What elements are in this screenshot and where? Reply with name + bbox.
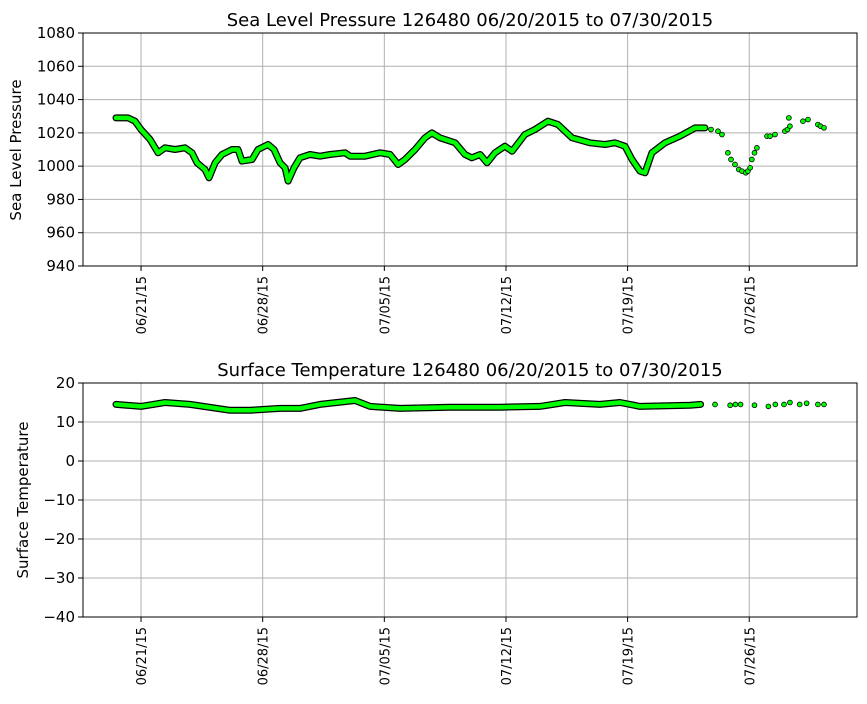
y-tick-label: 0 <box>65 452 75 470</box>
y-tick-label: 980 <box>46 190 75 208</box>
data-point <box>712 401 718 408</box>
x-tick-label: 07/05/15 <box>378 627 393 685</box>
y-tick-label: 1020 <box>37 124 75 142</box>
data-point <box>754 145 760 151</box>
data-point <box>800 118 806 125</box>
x-tick-label: 06/21/15 <box>135 627 150 685</box>
x-tick-label: 07/26/15 <box>743 276 758 334</box>
pressure-plot: Sea Level Pressure 126480 06/20/2015 to … <box>7 10 858 334</box>
x-tick-label: 07/26/15 <box>743 627 758 685</box>
data-point <box>767 133 773 139</box>
x-tick-label: 06/21/15 <box>135 276 150 334</box>
data-point <box>787 399 793 406</box>
x-tick-label: 06/28/15 <box>257 276 272 334</box>
x-tick-label: 07/19/15 <box>622 276 637 334</box>
pressure-title: Sea Level Pressure 126480 06/20/2015 to … <box>227 10 714 31</box>
x-tick-label: 07/19/15 <box>622 627 637 685</box>
y-tick-label: −20 <box>43 530 75 548</box>
data-point <box>732 401 739 408</box>
data-point <box>796 401 803 408</box>
data-point <box>732 161 738 168</box>
data-point <box>728 156 734 163</box>
x-tick-label: 07/12/15 <box>500 276 515 334</box>
data-point <box>787 123 793 129</box>
data-point <box>803 400 810 407</box>
y-tick-label: −30 <box>43 569 75 587</box>
data-point <box>725 150 731 156</box>
data-point <box>765 403 772 410</box>
axes-frame <box>82 32 858 267</box>
data-point <box>751 402 758 409</box>
data-point <box>815 401 821 408</box>
data-point <box>786 115 792 121</box>
data-point <box>772 131 778 138</box>
y-tick-label: 960 <box>46 224 75 242</box>
data-point <box>747 165 753 171</box>
data-point <box>805 116 811 123</box>
y-tick-label: 10 <box>56 413 75 431</box>
y-tick-label: 940 <box>46 257 75 275</box>
x-tick-label: 07/12/15 <box>500 627 515 685</box>
temperature-ylabel: Surface Temperature <box>14 422 32 579</box>
temperature-plot: Surface Temperature 126480 06/20/2015 to… <box>14 360 858 685</box>
x-tick-label: 06/28/15 <box>257 627 272 685</box>
data-point <box>715 128 721 134</box>
x-tick-label: 07/05/15 <box>378 276 393 334</box>
y-tick-label: 1000 <box>37 157 75 175</box>
data-point <box>821 125 827 131</box>
data-point <box>737 401 744 408</box>
y-tick-label: 20 <box>56 374 75 392</box>
temperature-title: Surface Temperature 126480 06/20/2015 to… <box>217 360 722 381</box>
pressure-ylabel: Sea Level Pressure <box>7 79 25 220</box>
data-point <box>772 401 779 408</box>
y-tick-label: −40 <box>43 608 75 626</box>
y-tick-label: 1060 <box>37 57 75 75</box>
data-point <box>781 401 787 408</box>
y-tick-label: 1080 <box>37 24 75 42</box>
axes-frame <box>82 382 858 618</box>
data-point <box>749 156 755 163</box>
y-tick-label: −10 <box>43 491 75 509</box>
series-segment <box>113 115 708 184</box>
data-point <box>751 150 758 156</box>
data-point <box>719 131 725 138</box>
y-tick-label: 1040 <box>37 91 75 109</box>
data-point <box>708 126 714 133</box>
data-point <box>727 402 733 409</box>
data-point <box>821 401 827 408</box>
series-segment <box>113 398 703 413</box>
